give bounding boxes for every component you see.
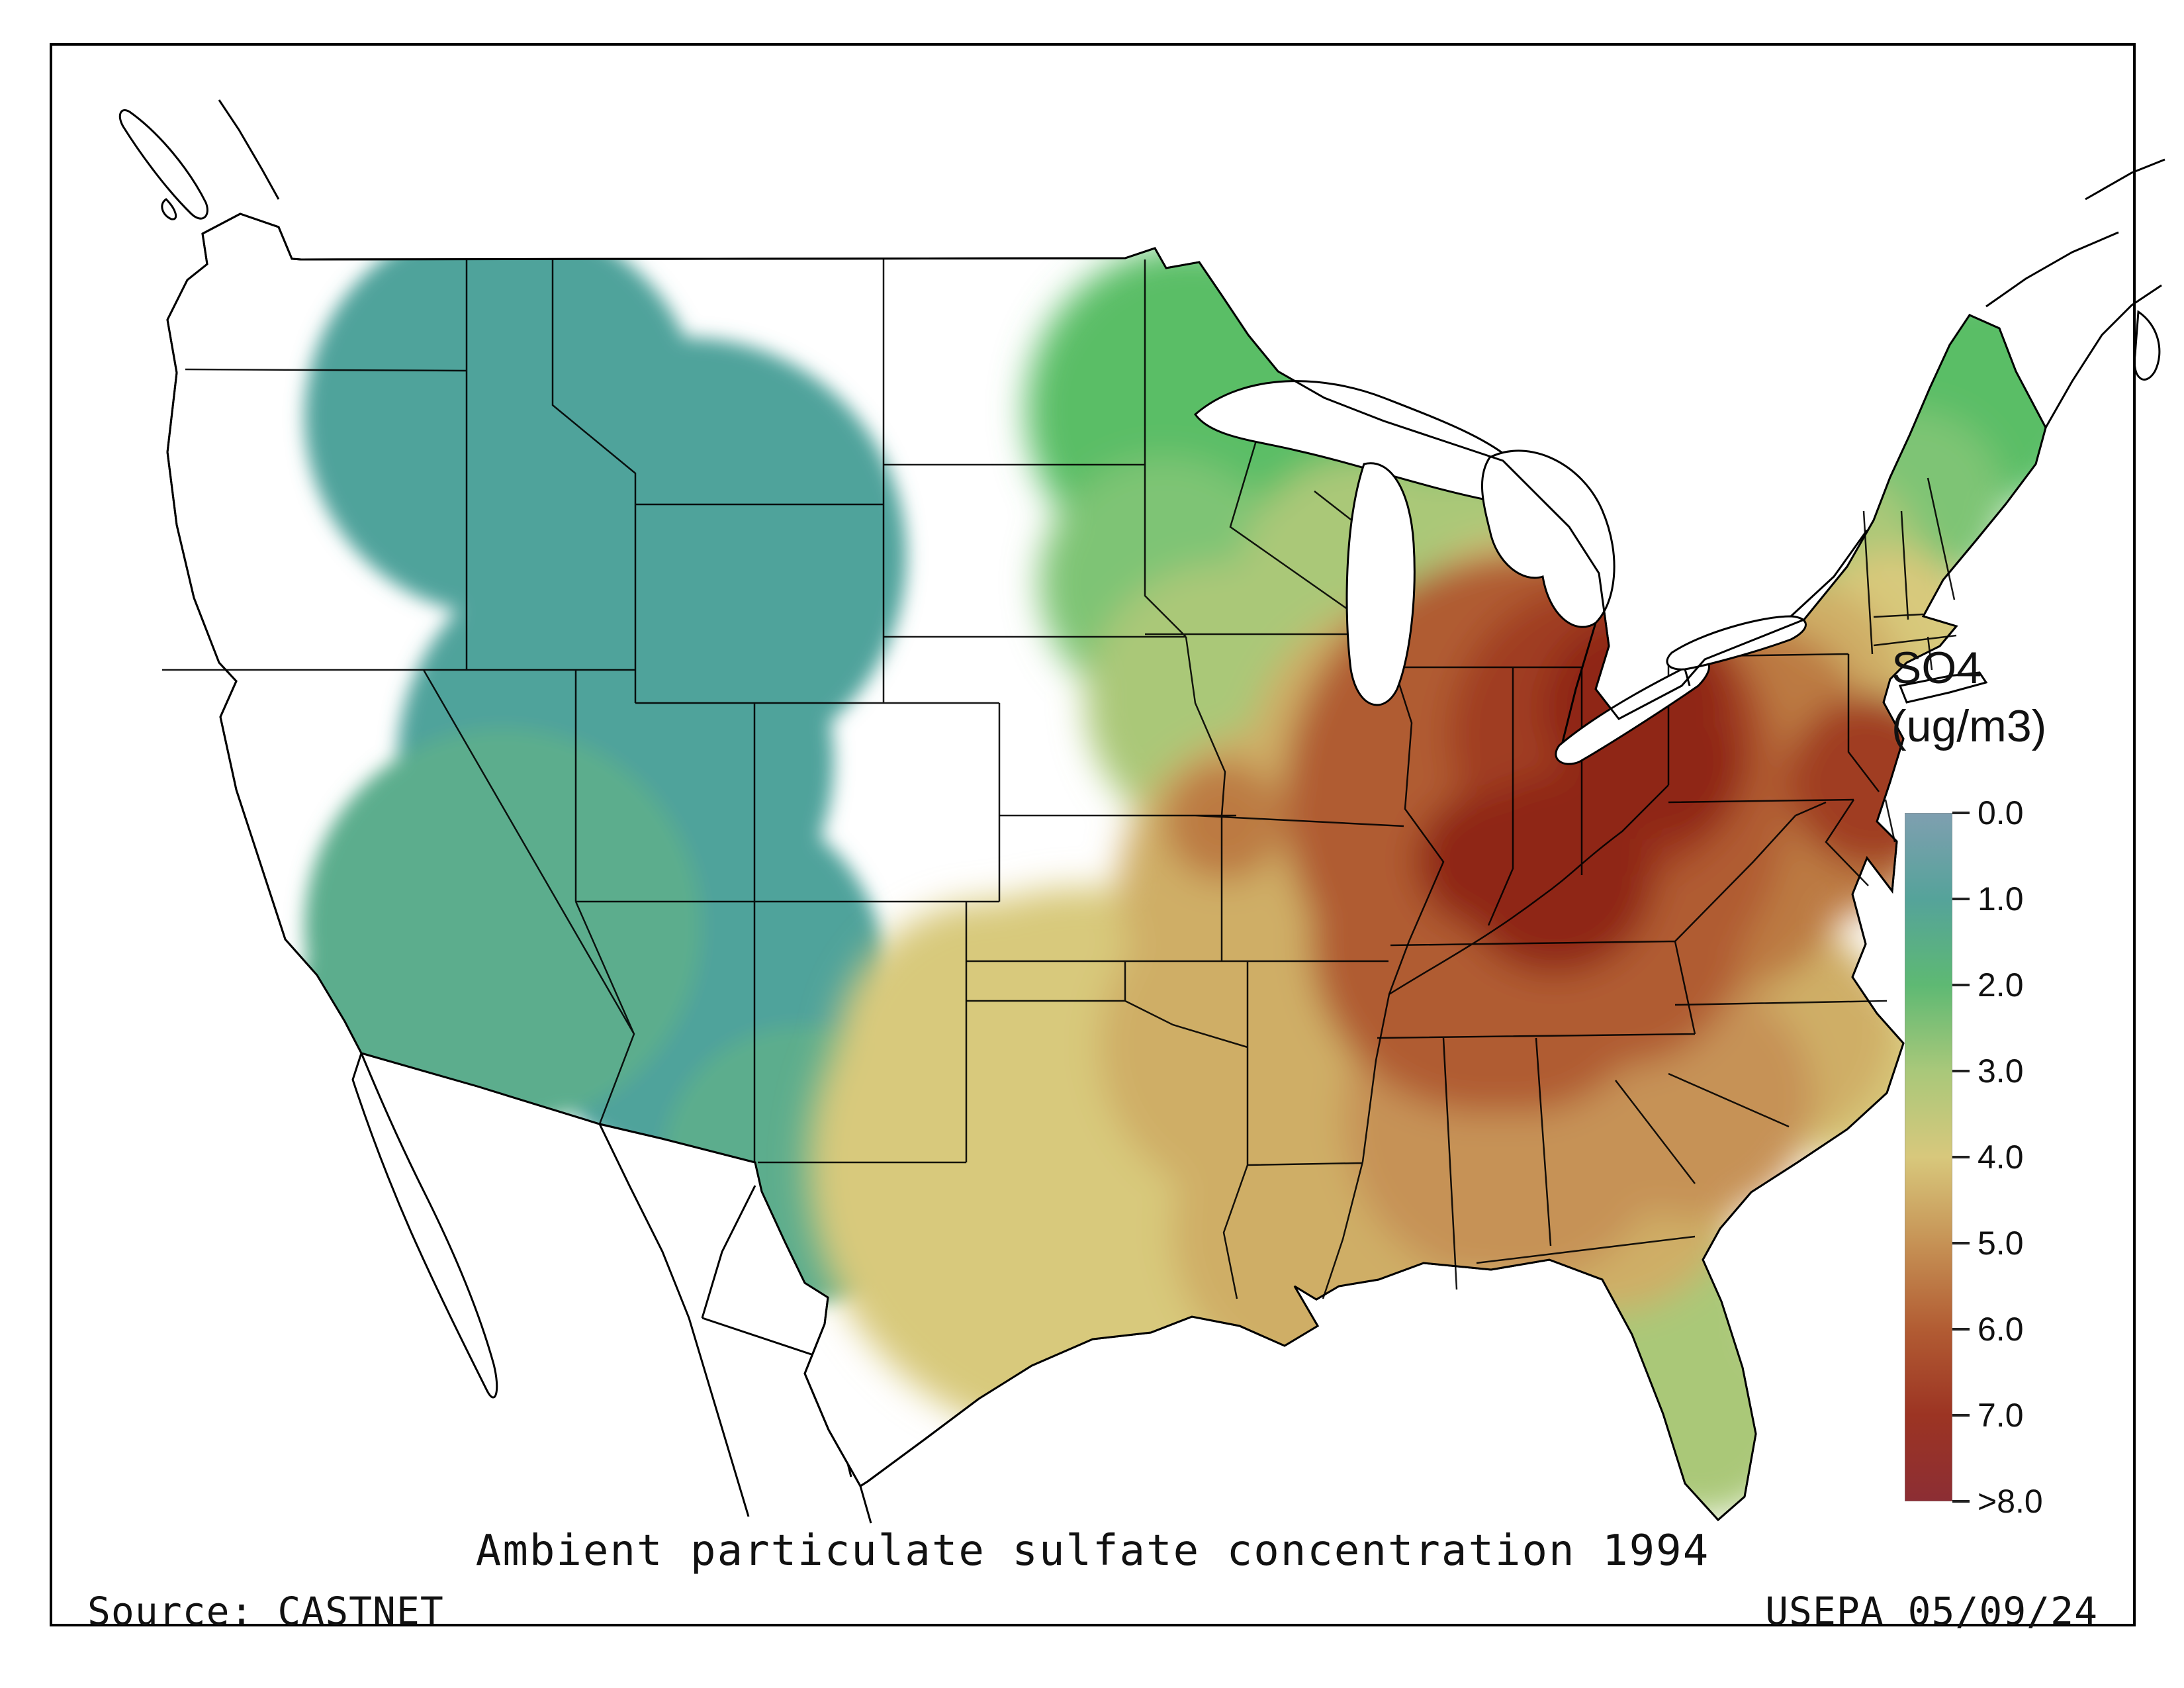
bc-coast-line	[218, 99, 280, 200]
legend-tick-mark	[1952, 1328, 1970, 1331]
legend-tick-label: 4.0	[1978, 1139, 2024, 1176]
source-label: Source: CASTNET	[87, 1589, 444, 1634]
legend-tick-label: 5.0	[1978, 1225, 2024, 1262]
mexico-west-coast	[598, 1123, 750, 1517]
legend-tick-label: 3.0	[1978, 1053, 2024, 1090]
legend-tick-label: 6.0	[1978, 1311, 2024, 1348]
legend-color-bar	[1905, 813, 1952, 1501]
legend-tick-mark	[1952, 1500, 1970, 1503]
legend-tick-mark	[1952, 1156, 1970, 1158]
legend-tick-label: 7.0	[1978, 1397, 2024, 1434]
legend-tick-label: 0.0	[1978, 794, 2024, 831]
coastal-islet	[161, 198, 177, 220]
legend-tick-label: >8.0	[1978, 1483, 2043, 1520]
field-blob	[1165, 761, 1284, 880]
vancouver-island	[118, 109, 208, 220]
legend-units: (ug/m3)	[1891, 701, 2047, 751]
lake-michigan	[1345, 462, 1416, 706]
map-title: Ambient particulate sulfate concentratio…	[475, 1526, 1710, 1575]
legend-tick-mark	[1952, 1070, 1970, 1072]
legend-tick-mark	[1952, 1414, 1970, 1417]
legend-gradient-rect	[1905, 813, 1952, 1501]
mexico-state-lines	[701, 1185, 872, 1524]
maritime-canada-line-2	[1985, 231, 2119, 308]
lake-ontario	[1666, 615, 1807, 671]
sulfate-field	[298, 218, 2046, 1516]
prince-edward-island	[2133, 310, 2161, 381]
legend-tick-mark	[1952, 984, 1970, 986]
legend-tick-label: 1.0	[1978, 880, 2024, 917]
legend-title: SO4	[1891, 643, 1982, 693]
field-blob	[834, 900, 1152, 1218]
legend-tick-label: 2.0	[1978, 966, 2024, 1004]
agency-date-label: USEPA 05/09/24	[1765, 1589, 2098, 1634]
canada-context	[118, 99, 2165, 618]
maritime-canada-line-1	[2044, 284, 2162, 428]
detroit-niagara-connectors	[1561, 622, 1691, 743]
long-island	[1898, 671, 1988, 704]
state-borders	[162, 259, 1957, 1299]
legend-tick-mark	[1952, 898, 1970, 900]
legend-tick-mark	[1952, 1242, 1970, 1244]
state-borders-west	[162, 259, 1001, 1164]
maritime-canada-line-3	[2085, 158, 2165, 201]
baja-california	[351, 1050, 498, 1399]
state-borders-east	[1377, 477, 1957, 1290]
mexico-context	[351, 1050, 872, 1524]
st-lawrence-river-line	[1790, 530, 1868, 618]
state-borders-central	[884, 259, 1445, 1299]
field-blob	[1416, 794, 1549, 927]
lake-huron	[1481, 449, 1615, 628]
field-blob	[1602, 1317, 1800, 1516]
legend-tick-mark	[1952, 812, 1970, 814]
